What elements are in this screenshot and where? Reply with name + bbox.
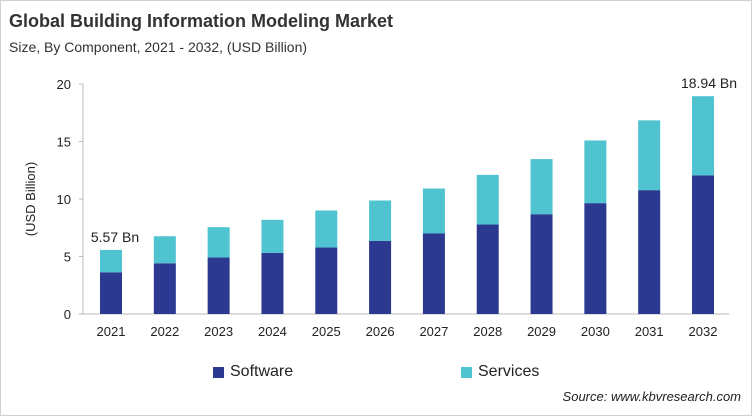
x-tick-label: 2029 xyxy=(527,324,556,339)
legend-item-software: Software xyxy=(213,363,293,381)
legend-swatch-services xyxy=(461,366,472,378)
legend-label-software: Software xyxy=(230,363,294,380)
bar-services-2026 xyxy=(369,200,392,241)
x-tick-label: 2031 xyxy=(635,324,664,339)
bar-services-2028 xyxy=(476,174,499,225)
bar-software-2024 xyxy=(261,252,284,314)
legend-label-services: Services xyxy=(478,363,540,380)
bar-software-2026 xyxy=(369,240,392,314)
chart-title: Global Building Information Modeling Mar… xyxy=(9,11,393,31)
bar-software-2022 xyxy=(153,263,176,314)
bar-software-2030 xyxy=(584,203,607,314)
x-tick-label: 2024 xyxy=(258,324,287,339)
bar-software-2028 xyxy=(476,224,499,314)
y-tick-label: 5 xyxy=(64,250,71,265)
bar-software-2021 xyxy=(100,272,122,314)
bar-services-2027 xyxy=(422,188,445,234)
bar-services-2024 xyxy=(261,219,284,253)
bar-services-2025 xyxy=(315,210,338,248)
plot-area: 0 5 10 15 20 (USD Billion) 2021 5.57 Bn 2022 2023… xyxy=(23,75,737,339)
bar-services-2021 xyxy=(100,249,122,273)
source-note: Source: www.kbvresearch.com xyxy=(562,389,741,404)
bar-software-2025 xyxy=(315,247,338,314)
y-axis-label: (USD Billion) xyxy=(23,162,38,236)
bar-software-2029 xyxy=(530,214,553,314)
y-tick-label: 0 xyxy=(64,307,71,322)
bar-software-2032 xyxy=(692,175,714,314)
x-tick-label: 2025 xyxy=(312,324,341,339)
bar-services-2032 xyxy=(692,96,714,176)
data-label-2021: 5.57 Bn xyxy=(91,229,139,245)
chart-subtitle: Size, By Component, 2021 - 2032, (USD Bi… xyxy=(9,39,308,55)
bar-software-2023 xyxy=(207,257,230,314)
bar-services-2022 xyxy=(153,236,176,264)
bar-software-2031 xyxy=(638,190,661,314)
y-tick-label: 10 xyxy=(57,192,71,207)
bar-software-2027 xyxy=(422,233,445,314)
x-tick-label: 2032 xyxy=(689,324,718,339)
x-tick-label: 2022 xyxy=(150,324,179,339)
y-tick-label: 20 xyxy=(57,77,71,92)
legend-swatch-software xyxy=(213,366,224,378)
y-tick-label: 15 xyxy=(57,135,71,150)
data-label-2032: 18.94 Bn xyxy=(681,75,737,91)
x-tick-label: 2030 xyxy=(581,324,610,339)
bar-services-2030 xyxy=(584,140,607,204)
legend-item-services: Services xyxy=(461,363,539,381)
x-tick-label: 2021 xyxy=(97,324,126,339)
bar-services-2029 xyxy=(530,159,553,215)
x-tick-label: 2026 xyxy=(366,324,395,339)
x-tick-label: 2027 xyxy=(419,324,448,339)
bar-services-2023 xyxy=(207,227,230,258)
bar-services-2031 xyxy=(638,120,661,191)
x-tick-label: 2028 xyxy=(473,324,502,339)
x-tick-label: 2023 xyxy=(204,324,233,339)
